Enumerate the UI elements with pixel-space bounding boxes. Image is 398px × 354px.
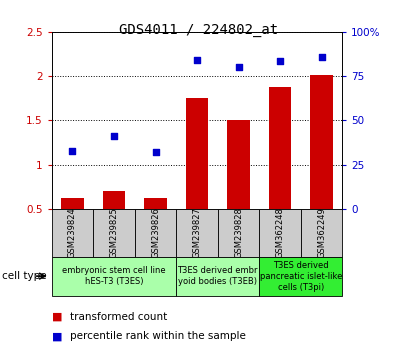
Bar	[52, 257, 176, 296]
Bar	[218, 209, 259, 257]
Bar	[259, 257, 342, 296]
Bar	[103, 191, 125, 209]
Bar	[93, 209, 135, 257]
Bar	[61, 198, 84, 209]
Text: GSM239827: GSM239827	[193, 207, 201, 258]
Text: GSM239824: GSM239824	[68, 207, 77, 258]
Bar	[185, 98, 209, 209]
Point	[111, 133, 117, 139]
Text: ■: ■	[52, 312, 62, 322]
Bar	[259, 209, 301, 257]
Text: GSM239825: GSM239825	[109, 207, 119, 258]
Bar	[310, 75, 333, 209]
Text: percentile rank within the sample: percentile rank within the sample	[70, 331, 246, 341]
Point	[235, 64, 242, 70]
Bar	[144, 198, 167, 209]
Bar	[269, 87, 291, 209]
Bar	[176, 257, 259, 296]
Text: GSM362249: GSM362249	[317, 207, 326, 258]
Point	[152, 149, 159, 155]
Text: transformed count: transformed count	[70, 312, 167, 322]
Bar	[52, 209, 93, 257]
Text: ■: ■	[52, 331, 62, 341]
Text: GSM239826: GSM239826	[151, 207, 160, 258]
Text: embryonic stem cell line
hES-T3 (T3ES): embryonic stem cell line hES-T3 (T3ES)	[62, 266, 166, 286]
Text: T3ES derived
pancreatic islet-like
cells (T3pi): T3ES derived pancreatic islet-like cells…	[259, 261, 342, 292]
Text: cell type: cell type	[2, 271, 47, 281]
Text: GSM362248: GSM362248	[275, 207, 285, 258]
Text: T3ES derived embr
yoid bodies (T3EB): T3ES derived embr yoid bodies (T3EB)	[178, 266, 258, 286]
Point	[318, 54, 325, 59]
Point	[277, 58, 283, 64]
Point	[69, 149, 76, 154]
Bar	[301, 209, 342, 257]
Bar	[176, 209, 218, 257]
Point	[194, 57, 200, 63]
Text: GSM239828: GSM239828	[234, 207, 243, 258]
Text: GDS4011 / 224802_at: GDS4011 / 224802_at	[119, 23, 279, 37]
Bar	[227, 120, 250, 209]
Bar	[135, 209, 176, 257]
